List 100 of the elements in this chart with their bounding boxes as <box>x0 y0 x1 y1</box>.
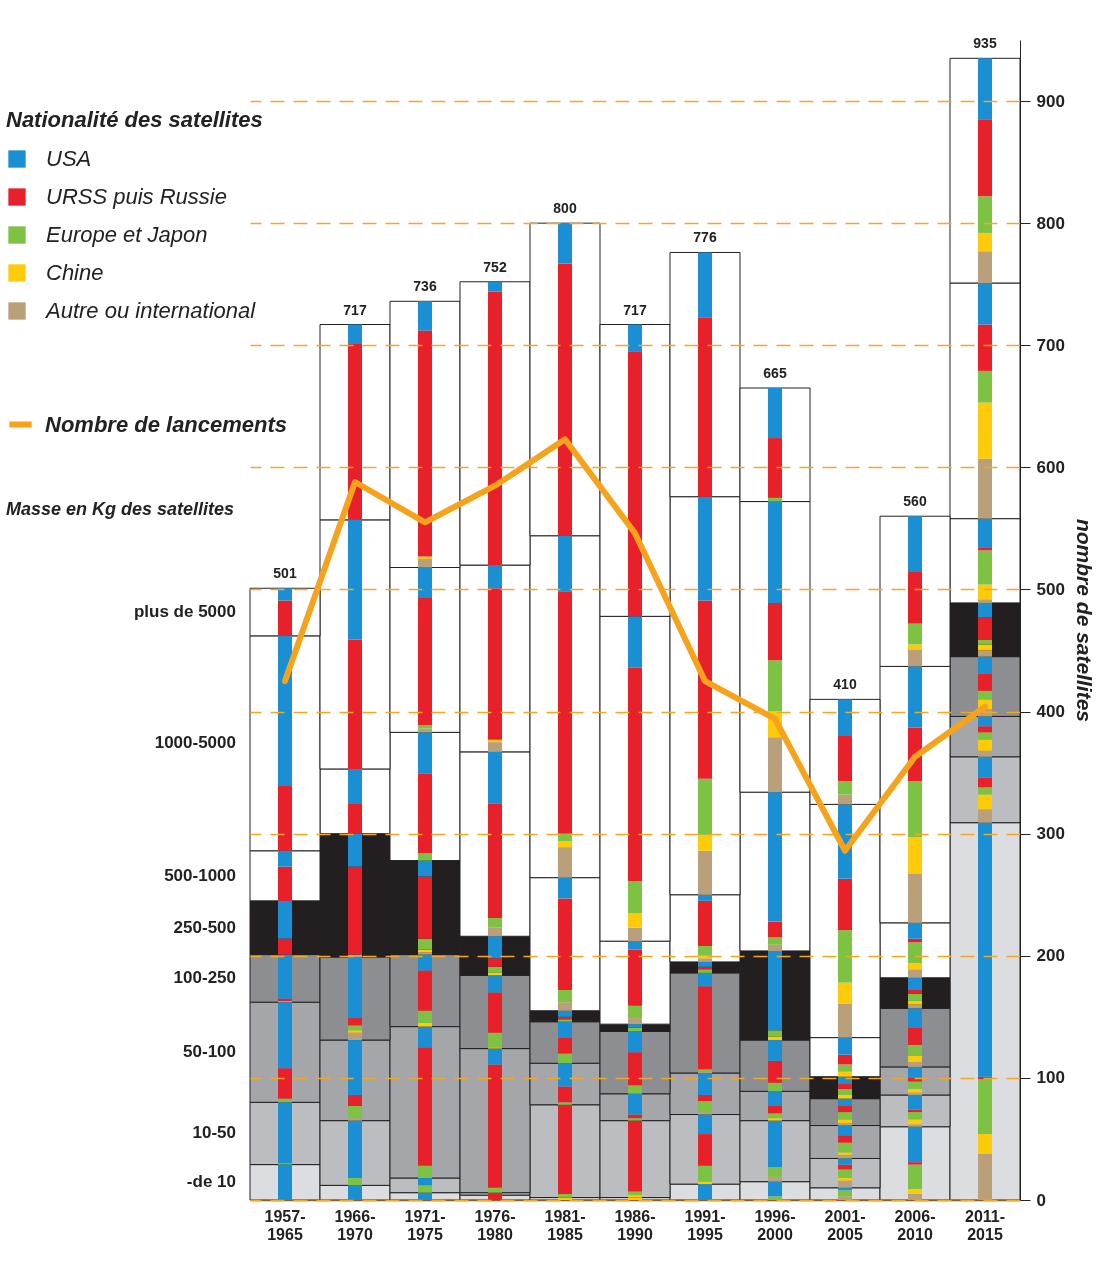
bar <box>838 699 852 736</box>
x-tick-label: 1981- 1985 <box>544 1207 586 1243</box>
bar <box>908 1044 922 1056</box>
series-label: plus de 5000 <box>133 602 236 622</box>
bar <box>418 970 432 1011</box>
bar <box>418 567 432 599</box>
bar <box>488 975 502 993</box>
bar <box>838 1180 852 1188</box>
bar <box>558 833 572 842</box>
bar <box>348 803 362 834</box>
bar <box>978 750 992 757</box>
bar <box>488 1032 502 1048</box>
bar <box>768 1091 782 1106</box>
bar <box>628 1120 642 1192</box>
bar <box>698 1101 712 1113</box>
bar <box>628 1031 642 1053</box>
bar <box>628 1093 642 1115</box>
x-tick-label: 1966- 1970 <box>334 1207 376 1243</box>
bar <box>698 834 712 851</box>
bar <box>348 1030 362 1033</box>
bar <box>278 635 292 787</box>
bar <box>558 1193 572 1198</box>
bar <box>488 1195 502 1200</box>
bar <box>278 866 292 901</box>
bar <box>628 351 642 617</box>
bar <box>488 927 502 937</box>
bar <box>908 571 922 624</box>
bar <box>278 588 292 601</box>
annotation: 776 <box>693 229 717 246</box>
y-tick-label: 100 <box>1036 1068 1065 1088</box>
bar <box>838 736 852 782</box>
bar <box>348 1025 362 1031</box>
bar <box>908 1077 922 1082</box>
bar <box>768 1082 782 1092</box>
bar <box>768 660 782 712</box>
bar <box>978 602 992 618</box>
bar <box>698 894 712 901</box>
bar <box>558 1010 572 1017</box>
y-tick-label: 200 <box>1036 946 1065 966</box>
bar <box>348 833 362 867</box>
bar <box>768 792 782 922</box>
bar <box>978 1079 992 1135</box>
bar <box>838 1003 852 1038</box>
bar <box>488 291 502 566</box>
series-label: -de 10 <box>186 1172 236 1192</box>
bar <box>558 877 572 899</box>
y-tick-label: 800 <box>1036 213 1065 233</box>
bar <box>908 977 922 990</box>
bar <box>838 878 852 931</box>
bar <box>278 900 292 939</box>
series-label: 50-100 <box>183 1042 236 1062</box>
bar <box>628 927 642 942</box>
bar <box>768 921 782 938</box>
x-tick-label: 1996- 2000 <box>754 1207 796 1243</box>
bar <box>908 1000 922 1005</box>
bar <box>908 942 922 964</box>
legend-label: Europe et Japon <box>46 222 208 247</box>
bar <box>278 1164 292 1200</box>
bar <box>418 725 432 729</box>
bar <box>348 1040 362 1095</box>
x-tick-label: 1957- 1965 <box>264 1207 306 1243</box>
bar <box>558 1102 572 1105</box>
bar <box>838 1196 852 1200</box>
bar <box>558 223 572 264</box>
annotation: 935 <box>973 35 997 52</box>
bar <box>908 644 922 650</box>
bar <box>348 519 362 640</box>
bar <box>698 961 712 967</box>
bar <box>418 301 432 331</box>
bar <box>558 847 572 878</box>
bar <box>418 1022 432 1027</box>
bar <box>978 777 992 788</box>
legend-label: Chine <box>46 260 104 285</box>
annotation: 717 <box>623 301 647 318</box>
bar <box>768 1040 782 1061</box>
bar <box>558 841 572 848</box>
bar <box>768 950 782 1031</box>
bar <box>978 251 992 283</box>
bar <box>558 1021 572 1038</box>
bar <box>908 873 922 923</box>
bar <box>978 370 992 403</box>
bar <box>698 1184 712 1200</box>
bar <box>978 617 992 640</box>
bar <box>348 1094 362 1106</box>
bar <box>348 639 362 769</box>
bar <box>908 969 922 978</box>
bar <box>978 196 992 233</box>
bar <box>418 1185 432 1193</box>
series-label: 1000-5000 <box>154 733 236 753</box>
annotation: 736 <box>413 278 437 295</box>
y-tick-label: 500 <box>1036 579 1065 599</box>
bar <box>768 1167 782 1177</box>
bar <box>978 732 992 740</box>
bar <box>558 898 572 990</box>
bar <box>558 1104 572 1194</box>
bar <box>978 756 992 778</box>
bar <box>838 1169 852 1179</box>
bar <box>278 1068 292 1099</box>
x-tick-label: 1976- 1980 <box>474 1207 516 1243</box>
bar <box>838 1037 852 1055</box>
